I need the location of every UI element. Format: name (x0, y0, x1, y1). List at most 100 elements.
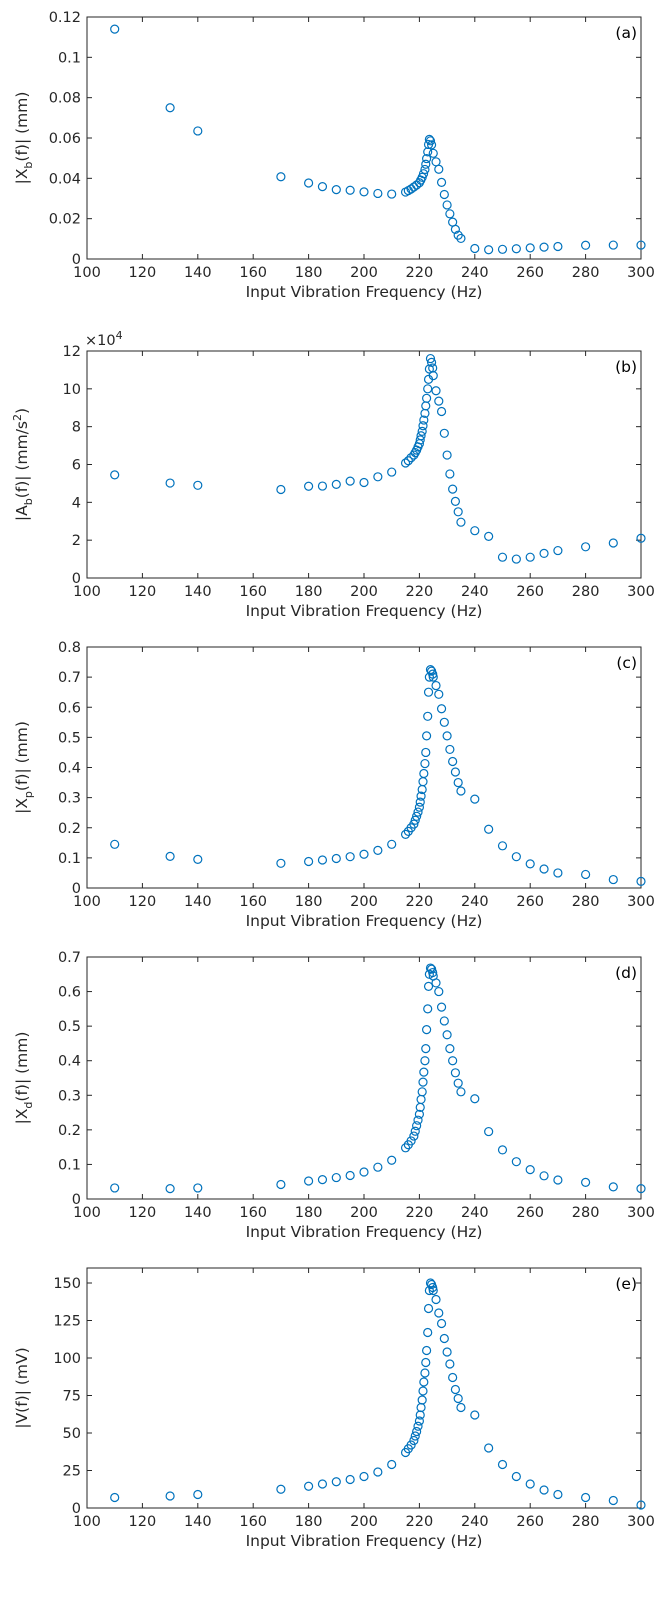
data-point (553, 1489, 563, 1500)
data-point (400, 829, 411, 839)
data-point (434, 986, 444, 997)
data-point (317, 182, 328, 192)
x-tick-label: 200 (350, 584, 378, 600)
data-point (525, 859, 535, 869)
data-point (497, 1459, 508, 1470)
y-tick-label: 0.1 (58, 851, 81, 867)
data-point (484, 824, 494, 834)
data-point (511, 1471, 521, 1482)
y-tick-label: 10 (63, 382, 81, 398)
data-point (165, 478, 175, 488)
data-point (539, 1171, 549, 1181)
data-point (456, 1402, 466, 1413)
data-point (434, 396, 444, 406)
data-point (423, 981, 434, 991)
data-point (317, 481, 328, 491)
x-tick-label: 300 (627, 584, 655, 600)
y-tick-label: 100 (53, 1351, 81, 1367)
data-point (511, 852, 521, 862)
data-point (416, 1094, 426, 1105)
data-point (428, 967, 438, 978)
x-tick-label: 220 (406, 894, 434, 910)
data-point (434, 164, 444, 174)
data-point (419, 415, 429, 425)
data-point (415, 797, 425, 807)
data-point (387, 839, 397, 849)
data-point (484, 531, 494, 541)
x-tick-label: 180 (295, 584, 323, 600)
data-point (416, 791, 426, 801)
data-point (445, 744, 455, 755)
data-point (420, 1368, 430, 1378)
data-point (580, 240, 591, 250)
data-point (636, 240, 646, 250)
data-point (436, 177, 447, 187)
data-point (470, 1410, 480, 1420)
x-axis-label: Input Vibration Frequency (Hz) (246, 1223, 483, 1241)
data-point (431, 386, 441, 396)
data-point (276, 1484, 286, 1494)
data-point (436, 1318, 447, 1329)
x-axis-label: Input Vibration Frequency (Hz) (246, 283, 483, 301)
data-point (497, 552, 508, 562)
data-point (345, 852, 355, 862)
data-point (413, 1115, 423, 1125)
data-point (165, 1184, 175, 1194)
data-point (450, 224, 461, 234)
y-axis-label: |Xd(f)| (mm) (13, 1032, 35, 1125)
x-axis-label: Input Vibration Frequency (Hz) (246, 1532, 483, 1550)
data-point (165, 851, 175, 861)
data-point (422, 731, 432, 741)
data-point (497, 841, 508, 851)
x-tick-label: 180 (295, 1205, 323, 1221)
y-tick-label: 0 (72, 252, 81, 268)
data-point (400, 1143, 411, 1153)
x-tick-label: 160 (239, 584, 267, 600)
data-point (409, 450, 419, 460)
data-point (412, 1426, 422, 1437)
data-point (165, 1491, 175, 1501)
data-point (414, 802, 424, 812)
data-point (450, 1068, 461, 1078)
data-point (317, 855, 328, 865)
x-tick-label: 280 (572, 1514, 600, 1530)
data-point (406, 1440, 416, 1450)
data-point (418, 169, 429, 179)
data-point (636, 1184, 646, 1194)
data-point (420, 758, 430, 769)
data-point (525, 243, 535, 253)
x-tick-label: 260 (516, 894, 544, 910)
data-point (553, 868, 563, 878)
data-point (426, 140, 437, 150)
data-point (387, 1155, 397, 1165)
chart-panel-5: 100 120 140 160 180 200 220 240 260 280 300 0 25 50 75… (13, 1267, 655, 1550)
x-tick-label: 200 (350, 1205, 378, 1221)
data-point (423, 1327, 433, 1338)
data-point (110, 24, 120, 34)
data-point (470, 243, 480, 254)
x-axis-label: Input Vibration Frequency (Hz) (246, 912, 483, 930)
chart-panel-3: 100 120 140 160 180 200 220 240 260 280 300 0 0.1 0.2… (13, 640, 655, 930)
y-tick-label: 0.12 (49, 10, 81, 26)
y-tick-label: 0.2 (58, 1123, 81, 1139)
data-point (608, 538, 618, 548)
data-point (553, 241, 563, 252)
data-point (525, 1165, 535, 1175)
y-tick-label: 0.6 (58, 700, 81, 716)
data-point (456, 517, 466, 527)
data-point (484, 1126, 494, 1137)
data-series (110, 963, 646, 1194)
x-tick-label: 180 (295, 265, 323, 281)
data-point (422, 1024, 432, 1035)
axes-frame (86, 16, 642, 260)
data-point (414, 1416, 424, 1426)
y-tick-label: 0.4 (58, 761, 81, 777)
x-tick-label: 220 (406, 265, 434, 281)
y-exponent-power: 4 (116, 329, 123, 342)
y-axis-label: |V(f)| (mV) (13, 1347, 31, 1428)
x-tick-label: 220 (406, 584, 434, 600)
data-point (304, 1481, 314, 1491)
data-point (608, 1495, 618, 1506)
data-point (636, 1500, 646, 1510)
data-point (409, 1435, 419, 1446)
